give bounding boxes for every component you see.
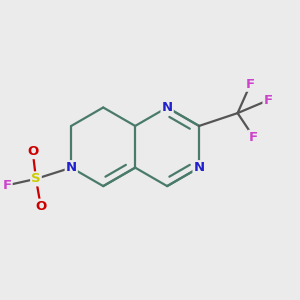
Text: O: O (27, 145, 38, 158)
Text: F: F (2, 179, 12, 192)
Text: S: S (31, 172, 41, 185)
Text: O: O (35, 200, 46, 213)
Text: N: N (162, 101, 173, 114)
Text: F: F (249, 131, 258, 144)
Text: N: N (194, 161, 205, 174)
Text: F: F (263, 94, 273, 107)
Text: N: N (66, 161, 77, 174)
Text: F: F (246, 78, 255, 91)
